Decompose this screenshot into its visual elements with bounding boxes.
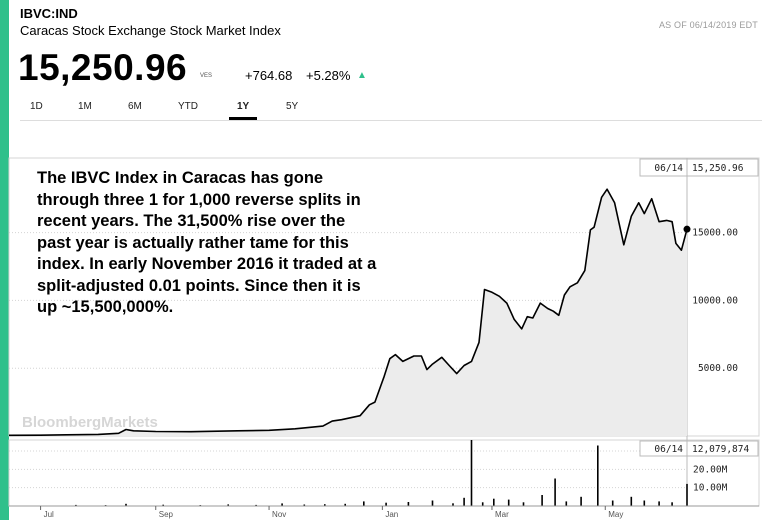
price-last-date: 06/14 (654, 163, 683, 174)
volume-bar (658, 501, 660, 506)
volume-bar (643, 500, 646, 506)
price-line (8, 188, 688, 437)
price-last-box (639, 158, 759, 177)
price-change: +764.68 (245, 68, 293, 83)
last-price-marker (683, 225, 691, 233)
volume-bar (597, 445, 599, 506)
volume-bar (452, 503, 454, 507)
volume-last-value: 12,079,874 (692, 444, 749, 455)
x-axis-tick-label: Nov (272, 510, 286, 519)
price-y-tick-label: 5000.00 (698, 363, 738, 374)
tab-6m[interactable]: 6M (128, 101, 142, 112)
volume-bar (75, 504, 77, 506)
price-last-value: 15,250.96 (692, 163, 744, 174)
tab-1y[interactable]: 1Y (237, 101, 250, 112)
x-axis-tick-label: Jan (385, 510, 398, 519)
price-y-tick-label: 15000.00 (692, 228, 738, 239)
accent-bar (0, 0, 9, 520)
volume-bar (541, 495, 543, 506)
volume-bar (671, 502, 673, 506)
tab-1m[interactable]: 1M (78, 101, 92, 112)
volume-bar (303, 504, 306, 506)
volume-bar (385, 502, 387, 506)
volume-bar (407, 502, 410, 506)
volume-bar (363, 501, 365, 506)
volume-bar (554, 478, 556, 506)
tab-1d[interactable]: 1D (30, 101, 43, 112)
ticker-symbol: IBVC:IND (20, 6, 78, 21)
volume-bar (565, 501, 568, 506)
volume-bar (255, 504, 257, 506)
volume-bar (611, 500, 614, 506)
volume-bar (227, 504, 229, 506)
as-of-timestamp: AS OF 06/14/2019 EDT (658, 20, 758, 30)
volume-bar (507, 499, 510, 506)
tab-ytd[interactable]: YTD (178, 101, 198, 112)
volume-bar (344, 503, 346, 506)
x-axis-tick-label: Mar (495, 510, 509, 519)
volume-bar (470, 440, 473, 506)
volume-last-box (639, 440, 759, 457)
current-price: 15,250.96 (18, 47, 188, 88)
x-axis-tick-label: Sep (159, 510, 174, 519)
price-y-tick-label: 10000.00 (692, 295, 738, 306)
price-change-percent: +5.28% (306, 68, 351, 83)
bloomberg-watermark: BloombergMarkets (22, 414, 158, 431)
volume-bar (580, 496, 582, 506)
volume-bar (281, 503, 283, 506)
x-axis-tick-label: May (608, 510, 623, 519)
volume-bar (463, 497, 465, 507)
volume-bar (162, 504, 164, 506)
active-tab-indicator (229, 117, 257, 120)
chart-annotation: The IBVC Index in Caracas has gone throu… (37, 169, 377, 316)
volume-bar (431, 500, 434, 506)
up-arrow-icon: ▲ (357, 70, 367, 81)
x-axis-tick-label: Jul (44, 510, 54, 519)
currency-label: VES (200, 73, 213, 79)
volume-bar (125, 503, 127, 506)
volume-bar (630, 496, 633, 506)
volume-bar (686, 483, 688, 506)
tab-5y[interactable]: 5Y (286, 101, 299, 112)
tabs-divider (20, 120, 762, 121)
volume-y-tick-label: 20.00M (693, 464, 728, 475)
volume-y-tick-label: 10.00M (693, 483, 728, 494)
volume-bar (481, 502, 484, 506)
price-area (9, 189, 687, 436)
index-name: Caracas Stock Exchange Stock Market Inde… (20, 23, 281, 38)
volume-bar (522, 502, 525, 506)
volume-bar (493, 498, 495, 506)
volume-bar (324, 504, 326, 506)
volume-last-date: 06/14 (654, 444, 683, 455)
